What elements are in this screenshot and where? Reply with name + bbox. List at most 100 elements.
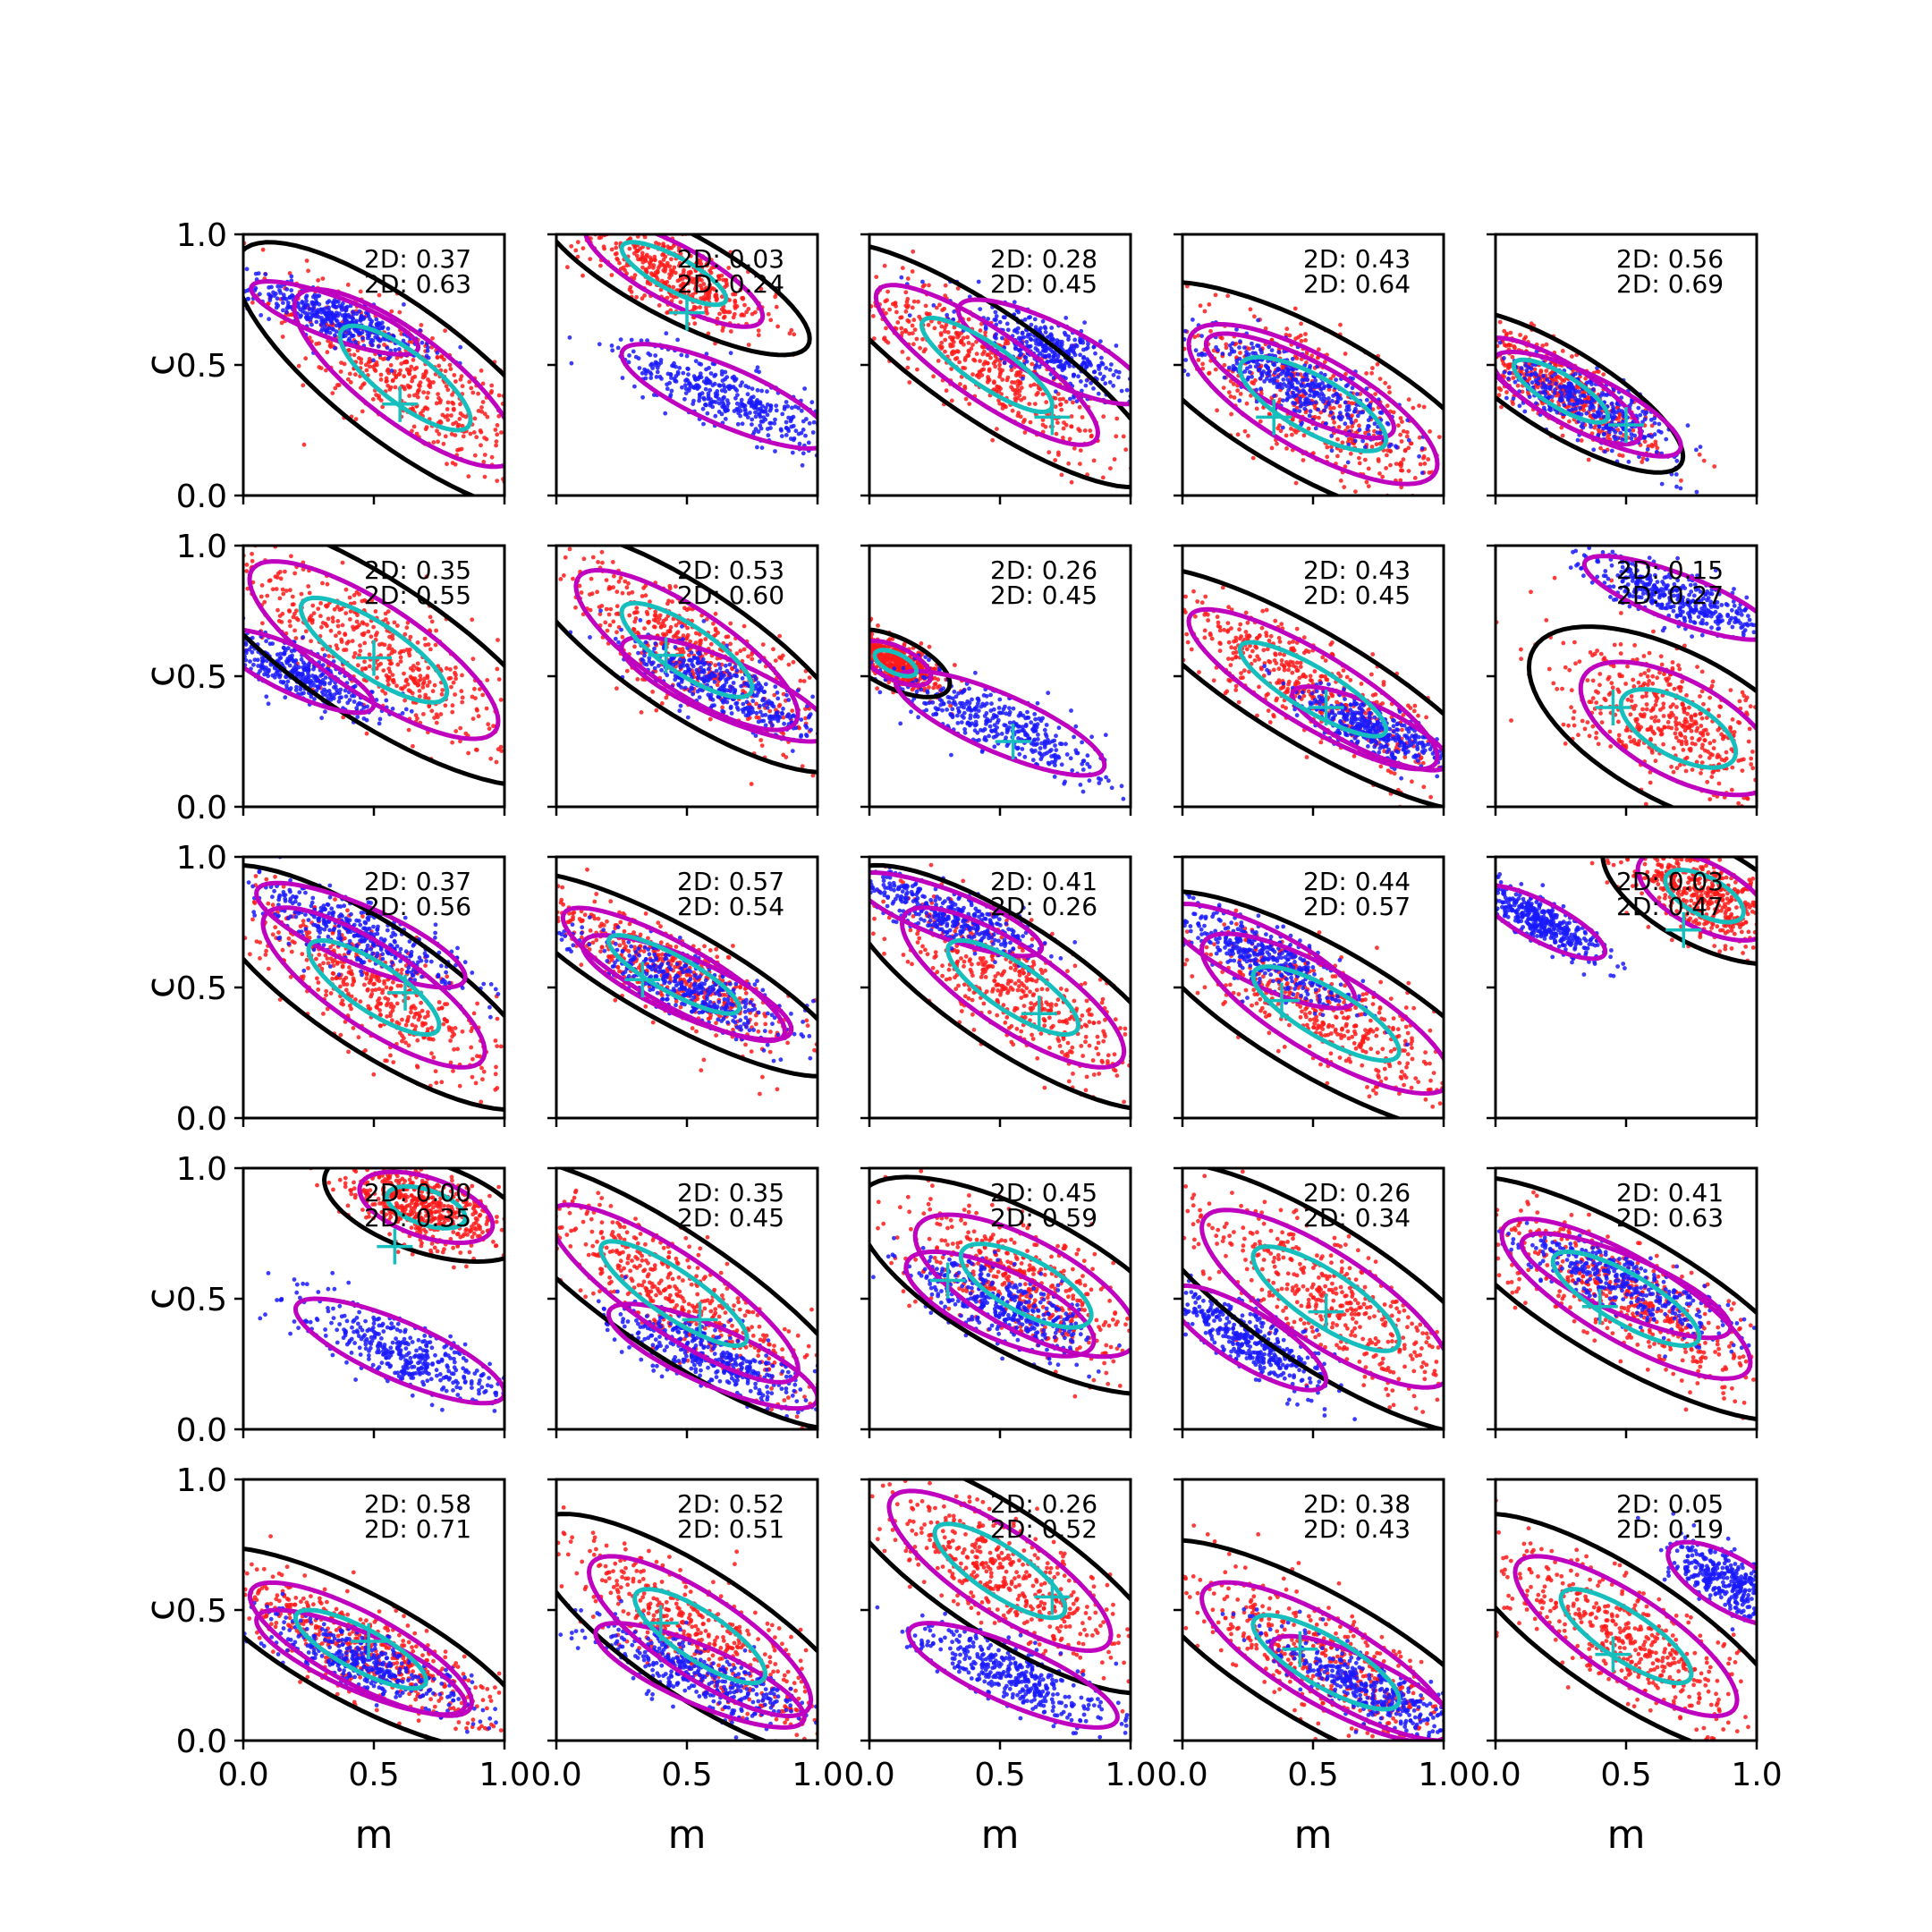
sample-point (1290, 377, 1295, 383)
sample-point (1674, 472, 1679, 477)
sample-point (417, 694, 422, 699)
sample-point (569, 360, 574, 366)
sample-point (1055, 341, 1059, 346)
magenta-contour-outer (583, 234, 766, 329)
sample-point (453, 676, 458, 682)
magenta-contour-outer (873, 283, 1101, 447)
magenta-contour-inner (619, 342, 818, 451)
sample-point (293, 636, 299, 640)
sample-point (623, 267, 627, 273)
sample-point (1032, 317, 1038, 322)
sample-point (1237, 345, 1241, 350)
sample-point (1502, 343, 1507, 348)
sample-point (1562, 385, 1567, 389)
cyan-cross-marker (382, 386, 419, 422)
sample-point (992, 318, 997, 322)
sample-point (1511, 402, 1515, 406)
sample-point (1248, 307, 1253, 312)
sample-point (963, 396, 969, 402)
sample-point (1183, 358, 1189, 362)
sample-point (1579, 438, 1584, 443)
sample-point (1550, 374, 1555, 379)
sample-point (496, 413, 502, 419)
sample-point (1548, 408, 1553, 412)
sample-point (1345, 460, 1351, 465)
sample-point (431, 440, 436, 445)
sample-point (480, 381, 486, 386)
sample-point (905, 365, 911, 370)
sample-point (1208, 328, 1213, 334)
sample-point (721, 383, 726, 387)
sample-point (284, 589, 289, 593)
sample-point (1034, 341, 1038, 346)
sample-point (632, 273, 638, 277)
sample-point (1200, 361, 1205, 367)
sample-point (887, 307, 892, 312)
sample-point (1097, 367, 1101, 371)
black-contour (556, 234, 812, 358)
sample-point (260, 247, 266, 252)
sample-point (386, 666, 392, 671)
sample-point (1375, 361, 1380, 367)
sample-point (626, 360, 631, 365)
sample-point (1241, 345, 1247, 350)
sample-point (931, 374, 936, 379)
sample-point (1068, 396, 1072, 402)
sample-point (278, 291, 283, 295)
sample-point (494, 759, 499, 765)
sample-point (430, 335, 435, 341)
sample-point (703, 292, 708, 296)
panel-annotation: 2D: 0.24 (677, 269, 784, 299)
sample-point (318, 614, 323, 619)
sample-point (1059, 342, 1064, 347)
sample-point (453, 462, 458, 467)
sample-point (320, 580, 325, 586)
sample-point (1353, 419, 1359, 423)
sample-point (360, 620, 365, 625)
sample-point (415, 716, 419, 721)
sample-point (441, 441, 446, 446)
sample-point (1297, 409, 1302, 413)
sample-point (1284, 433, 1289, 438)
sample-point (945, 330, 951, 335)
sample-point (757, 369, 761, 375)
sample-point (787, 331, 792, 336)
sample-point (987, 369, 992, 373)
sample-point (972, 358, 978, 363)
sample-point (455, 447, 460, 453)
sample-point (1256, 368, 1261, 373)
sample-point (757, 401, 762, 406)
sample-point (653, 258, 657, 263)
sample-point (714, 293, 719, 299)
sample-point (738, 383, 743, 388)
sample-point (1524, 372, 1530, 377)
sample-point (1324, 404, 1328, 410)
sample-point (281, 308, 285, 313)
sample-point (1502, 369, 1507, 375)
sample-point (421, 390, 426, 395)
sample-point (352, 651, 358, 656)
plot-area (243, 546, 504, 786)
sample-point (1338, 411, 1343, 416)
sample-point (752, 404, 758, 410)
sample-point (370, 397, 376, 402)
sample-point (758, 419, 764, 424)
sample-point (1082, 320, 1087, 325)
sample-point (357, 309, 362, 314)
sample-point (980, 352, 986, 357)
sample-point (883, 299, 888, 304)
sample-point (1303, 332, 1308, 336)
sample-point (778, 427, 784, 432)
sample-point (458, 377, 463, 382)
sample-point (1501, 361, 1506, 366)
sample-point (1601, 426, 1606, 431)
sample-point (463, 414, 469, 419)
sample-point (786, 428, 792, 434)
sample-point (962, 366, 968, 370)
sample-point (662, 264, 667, 269)
sample-point (1121, 434, 1126, 439)
sample-point (780, 411, 785, 417)
sample-point (460, 699, 465, 705)
sample-point (274, 305, 279, 310)
sample-point (1015, 395, 1020, 401)
